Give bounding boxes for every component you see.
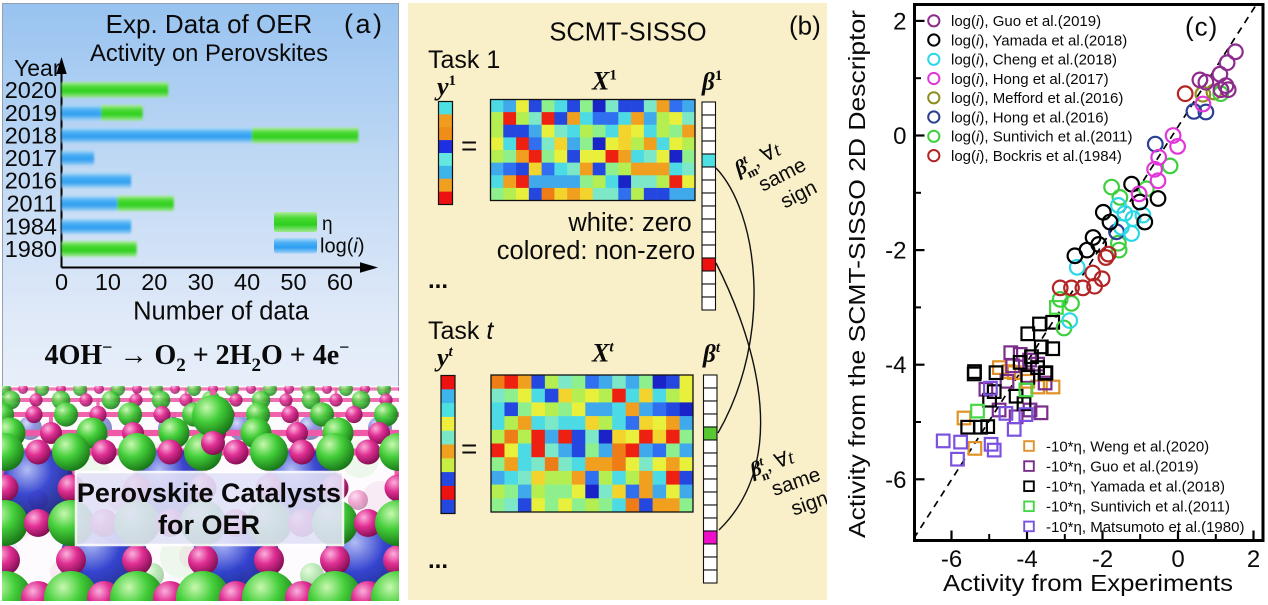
svg-text:yt: yt [434, 343, 454, 372]
svg-text:log(i), Mefford et al.(2016): log(i), Mefford et al.(2016) [951, 90, 1123, 107]
svg-text:log(i), Hong et al.(2016): log(i), Hong et al.(2016) [951, 110, 1109, 127]
svg-text:20: 20 [141, 269, 167, 295]
svg-text:white: zero: white: zero [567, 209, 691, 237]
svg-text:Year: Year [14, 55, 61, 81]
svg-text:SCMT-SISSO: SCMT-SISSO [549, 19, 706, 47]
svg-text:(c): (c) [1185, 12, 1218, 42]
svg-text:-6: -6 [885, 467, 906, 494]
svg-text:10: 10 [95, 269, 121, 295]
svg-text:(a): (a) [344, 9, 385, 39]
svg-text:2: 2 [1247, 546, 1260, 573]
svg-text:Perovskite Catalysts: Perovskite Catalysts [77, 478, 341, 508]
svg-text:Task 1: Task 1 [428, 46, 500, 74]
svg-text:log(i), Yamada et al.(2018): log(i), Yamada et al.(2018) [951, 32, 1127, 49]
svg-text:y1: y1 [434, 72, 456, 101]
svg-text:log(i), Bockris et al.(1984): log(i), Bockris et al.(1984) [951, 148, 1122, 165]
svg-text:0: 0 [55, 269, 68, 295]
svg-text:Activity from Experiments: Activity from Experiments [943, 570, 1233, 596]
svg-text:-2: -2 [885, 238, 906, 265]
svg-text:(b): (b) [789, 11, 821, 41]
svg-text:-10*η, Guo et al.(2019): -10*η, Guo et al.(2019) [1046, 459, 1199, 476]
svg-text:50: 50 [280, 269, 306, 295]
svg-text:-10*η, Yamada et al.(2018): -10*η, Yamada et al.(2018) [1046, 479, 1225, 496]
svg-text:Task t: Task t [428, 317, 494, 345]
svg-text:2: 2 [893, 8, 906, 35]
svg-text:Activity on Perovskites: Activity on Perovskites [90, 40, 328, 67]
svg-text:Number of data: Number of data [133, 298, 310, 326]
svg-text:=: = [461, 433, 477, 464]
svg-text:...: ... [428, 547, 448, 574]
svg-text:-2: -2 [1092, 546, 1113, 573]
svg-text:4OH− → O2 + 2H2O + 4e−: 4OH− → O2 + 2H2O + 4e− [45, 337, 350, 376]
svg-text:log(i): log(i) [320, 236, 364, 258]
svg-text:1984: 1984 [5, 213, 57, 239]
svg-text:η: η [322, 214, 333, 235]
svg-text:log(i), Hong et al.(2017): log(i), Hong et al.(2017) [951, 71, 1109, 88]
svg-text:X1: X1 [591, 67, 617, 96]
svg-text:for OER: for OER [158, 510, 260, 540]
svg-text:-10*η, Weng et al.(2020): -10*η, Weng et al.(2020) [1046, 438, 1209, 455]
svg-text:colored: non-zero: colored: non-zero [497, 237, 695, 265]
svg-text:=: = [461, 130, 477, 161]
svg-text:log(i), Suntivich et al.(2011): log(i), Suntivich et al.(2011) [951, 129, 1133, 146]
svg-text:0: 0 [893, 123, 906, 150]
svg-text:-10*η, Suntivich et al.(2011): -10*η, Suntivich et al.(2011) [1046, 499, 1230, 516]
svg-text:Activity from the SCMT-SISSO 2: Activity from the SCMT-SISSO 2D Descript… [844, 10, 870, 538]
svg-text:60: 60 [327, 269, 353, 295]
svg-text:2019: 2019 [5, 100, 57, 126]
svg-text:...: ... [428, 267, 448, 294]
svg-text:-4: -4 [885, 352, 906, 379]
svg-text:βt: βt [702, 340, 721, 368]
svg-text:-10*η, Matsumoto et al.(1980): -10*η, Matsumoto et al.(1980) [1046, 519, 1244, 536]
svg-text:2011: 2011 [6, 190, 57, 216]
svg-text:2020: 2020 [5, 77, 57, 103]
svg-text:β1: β1 [701, 68, 722, 96]
svg-text:Xt: Xt [591, 339, 614, 368]
svg-text:-6: -6 [941, 546, 962, 573]
svg-text:log(i), Cheng et al.(2018): log(i), Cheng et al.(2018) [951, 52, 1117, 69]
svg-text:2017: 2017 [5, 145, 57, 171]
svg-text:-4: -4 [1016, 546, 1037, 573]
svg-text:1980: 1980 [5, 236, 57, 262]
svg-text:40: 40 [234, 269, 260, 295]
svg-text:Exp. Data of OER: Exp. Data of OER [106, 9, 313, 39]
svg-text:30: 30 [188, 269, 214, 295]
svg-text:2018: 2018 [5, 122, 57, 148]
svg-text:2016: 2016 [5, 167, 57, 193]
svg-text:log(i), Guo et al.(2019): log(i), Guo et al.(2019) [951, 13, 1101, 30]
svg-text:0: 0 [1171, 546, 1184, 573]
